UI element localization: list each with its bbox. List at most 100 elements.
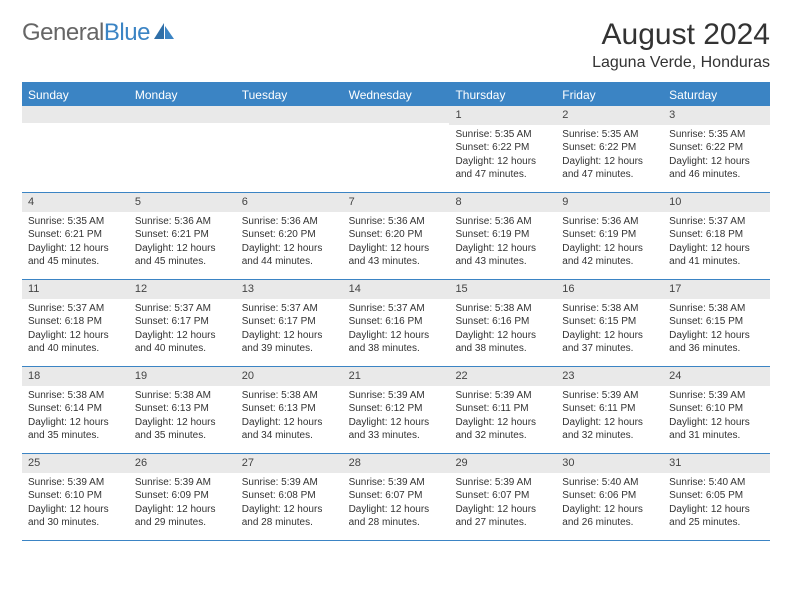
day-number: 12 xyxy=(129,280,236,299)
day-body: Sunrise: 5:35 AMSunset: 6:22 PMDaylight:… xyxy=(556,125,663,186)
day-cell: 3Sunrise: 5:35 AMSunset: 6:22 PMDaylight… xyxy=(663,106,770,192)
day-body: Sunrise: 5:39 AMSunset: 6:11 PMDaylight:… xyxy=(449,386,556,447)
day-number: 31 xyxy=(663,454,770,473)
day-number: 11 xyxy=(22,280,129,299)
day-cell: 19Sunrise: 5:38 AMSunset: 6:13 PMDayligh… xyxy=(129,367,236,453)
day-number: 13 xyxy=(236,280,343,299)
day-cell xyxy=(129,106,236,192)
daylight-text: Daylight: 12 hours and 37 minutes. xyxy=(562,329,657,356)
day-body: Sunrise: 5:40 AMSunset: 6:06 PMDaylight:… xyxy=(556,473,663,534)
sunrise-text: Sunrise: 5:36 AM xyxy=(349,215,444,229)
day-cell: 29Sunrise: 5:39 AMSunset: 6:07 PMDayligh… xyxy=(449,454,556,540)
dayheader-sat: Saturday xyxy=(663,84,770,106)
sunset-text: Sunset: 6:20 PM xyxy=(242,228,337,242)
sunrise-text: Sunrise: 5:37 AM xyxy=(242,302,337,316)
daylight-text: Daylight: 12 hours and 28 minutes. xyxy=(349,503,444,530)
brand-logo: GeneralBlue xyxy=(22,18,176,48)
sunset-text: Sunset: 6:18 PM xyxy=(669,228,764,242)
day-number: 18 xyxy=(22,367,129,386)
day-body: Sunrise: 5:39 AMSunset: 6:08 PMDaylight:… xyxy=(236,473,343,534)
day-number xyxy=(22,106,129,123)
day-body: Sunrise: 5:36 AMSunset: 6:20 PMDaylight:… xyxy=(343,212,450,273)
sunset-text: Sunset: 6:18 PM xyxy=(28,315,123,329)
sunset-text: Sunset: 6:07 PM xyxy=(349,489,444,503)
sunset-text: Sunset: 6:17 PM xyxy=(135,315,230,329)
daylight-text: Daylight: 12 hours and 36 minutes. xyxy=(669,329,764,356)
sunset-text: Sunset: 6:07 PM xyxy=(455,489,550,503)
day-body: Sunrise: 5:37 AMSunset: 6:18 PMDaylight:… xyxy=(22,299,129,360)
sunset-text: Sunset: 6:16 PM xyxy=(455,315,550,329)
day-number xyxy=(129,106,236,123)
sunset-text: Sunset: 6:22 PM xyxy=(455,141,550,155)
day-number: 28 xyxy=(343,454,450,473)
sunset-text: Sunset: 6:13 PM xyxy=(242,402,337,416)
day-cell xyxy=(343,106,450,192)
day-number: 30 xyxy=(556,454,663,473)
day-cell xyxy=(22,106,129,192)
day-cell: 8Sunrise: 5:36 AMSunset: 6:19 PMDaylight… xyxy=(449,193,556,279)
sunrise-text: Sunrise: 5:39 AM xyxy=(28,476,123,490)
day-cell: 31Sunrise: 5:40 AMSunset: 6:05 PMDayligh… xyxy=(663,454,770,540)
sunrise-text: Sunrise: 5:36 AM xyxy=(562,215,657,229)
day-cell: 26Sunrise: 5:39 AMSunset: 6:09 PMDayligh… xyxy=(129,454,236,540)
day-cell: 10Sunrise: 5:37 AMSunset: 6:18 PMDayligh… xyxy=(663,193,770,279)
daylight-text: Daylight: 12 hours and 46 minutes. xyxy=(669,155,764,182)
day-cell: 11Sunrise: 5:37 AMSunset: 6:18 PMDayligh… xyxy=(22,280,129,366)
sunset-text: Sunset: 6:15 PM xyxy=(669,315,764,329)
sunrise-text: Sunrise: 5:39 AM xyxy=(562,389,657,403)
day-cell: 21Sunrise: 5:39 AMSunset: 6:12 PMDayligh… xyxy=(343,367,450,453)
day-body: Sunrise: 5:39 AMSunset: 6:09 PMDaylight:… xyxy=(129,473,236,534)
day-number: 5 xyxy=(129,193,236,212)
week-row: 11Sunrise: 5:37 AMSunset: 6:18 PMDayligh… xyxy=(22,280,770,367)
sunrise-text: Sunrise: 5:39 AM xyxy=(349,476,444,490)
daylight-text: Daylight: 12 hours and 32 minutes. xyxy=(562,416,657,443)
week-row: 25Sunrise: 5:39 AMSunset: 6:10 PMDayligh… xyxy=(22,454,770,541)
daylight-text: Daylight: 12 hours and 44 minutes. xyxy=(242,242,337,269)
sunset-text: Sunset: 6:20 PM xyxy=(349,228,444,242)
daylight-text: Daylight: 12 hours and 25 minutes. xyxy=(669,503,764,530)
dayheader-wed: Wednesday xyxy=(343,84,450,106)
day-cell xyxy=(236,106,343,192)
day-cell: 28Sunrise: 5:39 AMSunset: 6:07 PMDayligh… xyxy=(343,454,450,540)
sunset-text: Sunset: 6:19 PM xyxy=(455,228,550,242)
header: GeneralBlue August 2024 Laguna Verde, Ho… xyxy=(22,18,770,72)
sunrise-text: Sunrise: 5:38 AM xyxy=(669,302,764,316)
daylight-text: Daylight: 12 hours and 38 minutes. xyxy=(455,329,550,356)
day-body: Sunrise: 5:35 AMSunset: 6:21 PMDaylight:… xyxy=(22,212,129,273)
day-cell: 16Sunrise: 5:38 AMSunset: 6:15 PMDayligh… xyxy=(556,280,663,366)
day-body: Sunrise: 5:38 AMSunset: 6:14 PMDaylight:… xyxy=(22,386,129,447)
sunrise-text: Sunrise: 5:36 AM xyxy=(135,215,230,229)
sunrise-text: Sunrise: 5:38 AM xyxy=(242,389,337,403)
day-cell: 30Sunrise: 5:40 AMSunset: 6:06 PMDayligh… xyxy=(556,454,663,540)
day-body: Sunrise: 5:39 AMSunset: 6:07 PMDaylight:… xyxy=(343,473,450,534)
day-cell: 5Sunrise: 5:36 AMSunset: 6:21 PMDaylight… xyxy=(129,193,236,279)
day-body xyxy=(343,123,450,130)
day-body: Sunrise: 5:40 AMSunset: 6:05 PMDaylight:… xyxy=(663,473,770,534)
daylight-text: Daylight: 12 hours and 33 minutes. xyxy=(349,416,444,443)
day-cell: 18Sunrise: 5:38 AMSunset: 6:14 PMDayligh… xyxy=(22,367,129,453)
sunrise-text: Sunrise: 5:36 AM xyxy=(242,215,337,229)
day-cell: 1Sunrise: 5:35 AMSunset: 6:22 PMDaylight… xyxy=(449,106,556,192)
day-number: 16 xyxy=(556,280,663,299)
day-cell: 7Sunrise: 5:36 AMSunset: 6:20 PMDaylight… xyxy=(343,193,450,279)
sunset-text: Sunset: 6:13 PM xyxy=(135,402,230,416)
week-row: 18Sunrise: 5:38 AMSunset: 6:14 PMDayligh… xyxy=(22,367,770,454)
day-cell: 4Sunrise: 5:35 AMSunset: 6:21 PMDaylight… xyxy=(22,193,129,279)
daylight-text: Daylight: 12 hours and 40 minutes. xyxy=(135,329,230,356)
sunset-text: Sunset: 6:22 PM xyxy=(669,141,764,155)
sunrise-text: Sunrise: 5:35 AM xyxy=(562,128,657,142)
dayheader-thu: Thursday xyxy=(449,84,556,106)
day-number: 20 xyxy=(236,367,343,386)
dayheader-mon: Monday xyxy=(129,84,236,106)
sunset-text: Sunset: 6:11 PM xyxy=(562,402,657,416)
day-cell: 2Sunrise: 5:35 AMSunset: 6:22 PMDaylight… xyxy=(556,106,663,192)
day-cell: 15Sunrise: 5:38 AMSunset: 6:16 PMDayligh… xyxy=(449,280,556,366)
sunset-text: Sunset: 6:12 PM xyxy=(349,402,444,416)
sunset-text: Sunset: 6:14 PM xyxy=(28,402,123,416)
sunrise-text: Sunrise: 5:38 AM xyxy=(135,389,230,403)
day-cell: 14Sunrise: 5:37 AMSunset: 6:16 PMDayligh… xyxy=(343,280,450,366)
daylight-text: Daylight: 12 hours and 40 minutes. xyxy=(28,329,123,356)
day-number xyxy=(236,106,343,123)
daylight-text: Daylight: 12 hours and 29 minutes. xyxy=(135,503,230,530)
daylight-text: Daylight: 12 hours and 34 minutes. xyxy=(242,416,337,443)
